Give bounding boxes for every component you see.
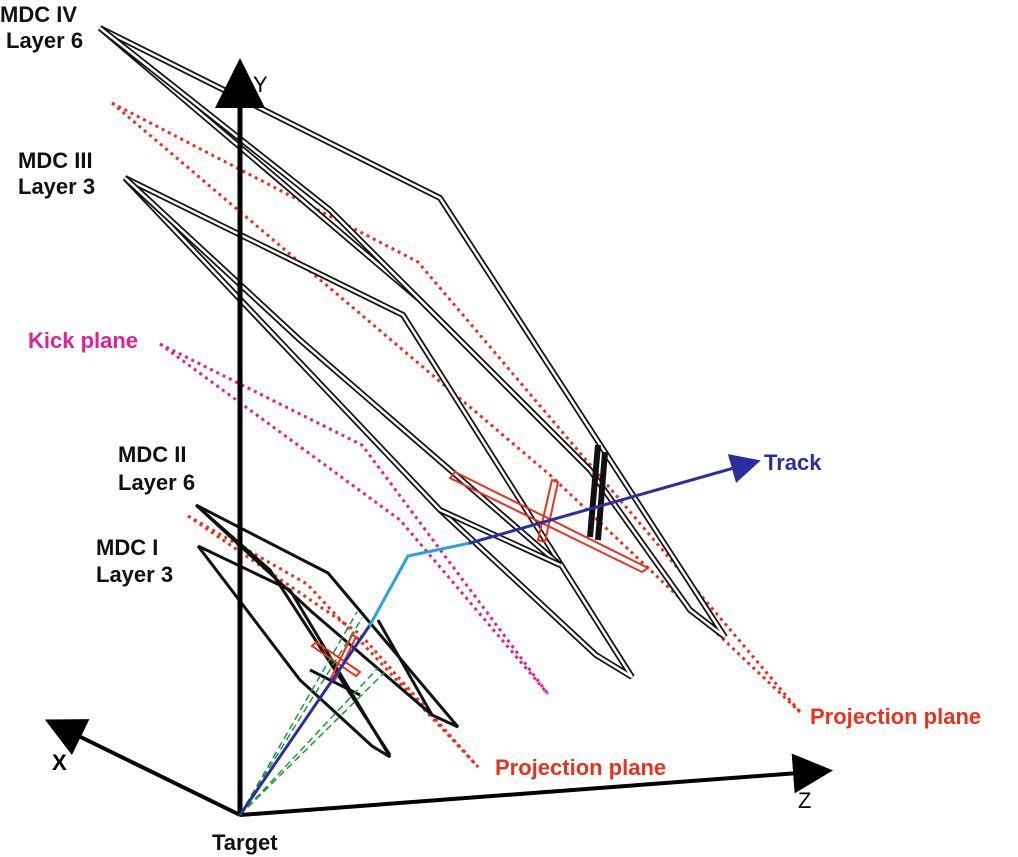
mdc4-layer6-outline xyxy=(98,25,728,640)
outer-projection-plane xyxy=(111,101,802,714)
mdc4-label-line2: Layer 6 xyxy=(6,28,83,53)
z-axis-label: Z xyxy=(798,788,811,813)
mdc2-layer6-outline xyxy=(194,503,460,756)
mdc3-label-line2: Layer 3 xyxy=(18,174,95,199)
mdc3-layer3-outline xyxy=(122,175,635,680)
mdc2-label-line2: Layer 6 xyxy=(118,470,195,495)
mdc1-layer3-outline xyxy=(196,544,392,759)
y-axis-label: Y xyxy=(253,72,268,97)
x-axis xyxy=(44,719,241,817)
hit-lines xyxy=(239,611,386,816)
hit-marker-outer xyxy=(587,444,608,541)
inner-projection-plane xyxy=(187,514,480,769)
outer-projection-cross xyxy=(448,470,650,574)
kick-plane-label: Kick plane xyxy=(28,328,138,353)
projection-plane-inner-label: Projection plane xyxy=(495,755,666,780)
target-label: Target xyxy=(212,830,278,855)
track-label: Track xyxy=(764,450,822,475)
mdc3-label-line1: MDC III xyxy=(18,148,93,173)
mdc1-label-line1: MDC I xyxy=(96,535,158,560)
mdc4-label-line1: MDC IV xyxy=(0,2,77,27)
mdc1-label-line2: Layer 3 xyxy=(96,562,173,587)
projection-plane-outer-label: Projection plane xyxy=(810,704,981,729)
axes xyxy=(44,58,833,817)
z-axis xyxy=(239,753,833,817)
track xyxy=(238,454,761,817)
x-axis-label: X xyxy=(52,750,67,775)
mdc2-label-line1: MDC II xyxy=(118,442,186,467)
